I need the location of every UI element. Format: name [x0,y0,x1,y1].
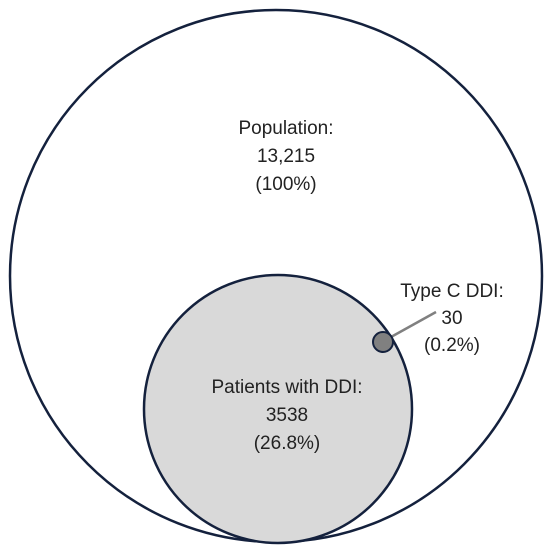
type-c-count: 30 [441,308,462,329]
ddi-percent: (26.8%) [254,433,321,454]
ddi-circle [142,273,414,545]
type-c-label: Type C DDI: [400,281,503,302]
ddi-count: 3538 [266,405,308,426]
population-percent: (100%) [255,174,316,195]
population-count: 13,215 [257,146,315,167]
type-c-leader-line [390,310,437,339]
type-c-percent: (0.2%) [424,335,480,356]
ddi-label: Patients with DDI: [212,377,363,398]
population-label: Population: [238,118,333,139]
type-c-circle [372,331,394,353]
